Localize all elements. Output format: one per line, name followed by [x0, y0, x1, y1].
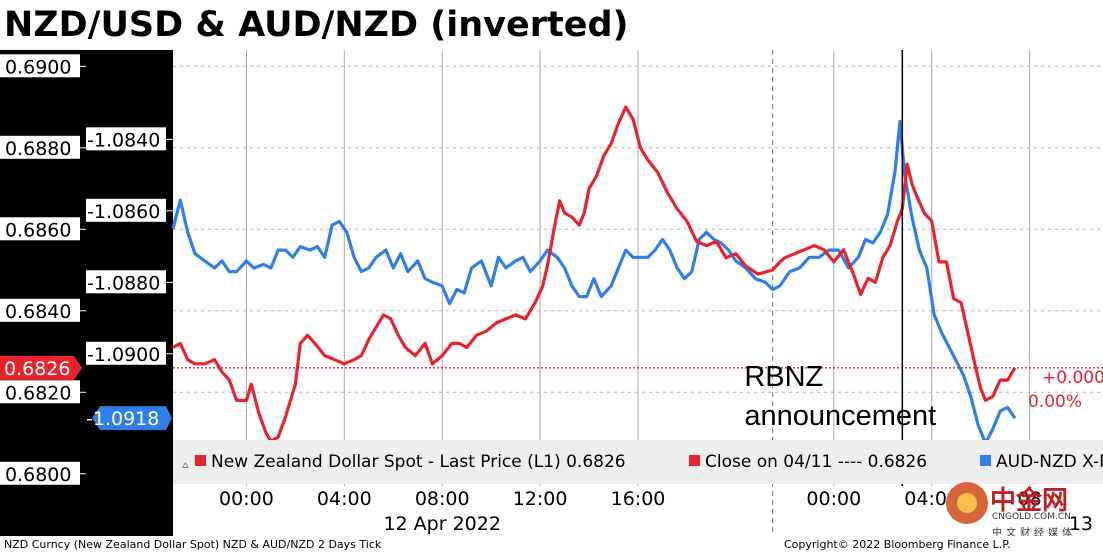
right-tick-label: -1.0860 — [87, 201, 160, 223]
change-annotation: +0.000 — [1042, 368, 1103, 388]
chart-title: NZD/USD & AUD/NZD (inverted) — [4, 5, 629, 45]
right-tick-label-bg — [86, 270, 166, 294]
legend-label: AUD-NZD X-R — [996, 452, 1103, 472]
left-current-badge — [0, 355, 82, 380]
left-tick-label: 0.6800 — [5, 464, 71, 486]
left-tick-label-bg — [0, 461, 80, 485]
annotations: RBNZ announcement +0.000 0.00% — [744, 50, 1103, 486]
x-tick-label: 08 — [1017, 488, 1041, 510]
legend-swatch — [195, 455, 206, 466]
right-current-label: -1.0918 — [86, 408, 159, 430]
watermark-main-text: 中金网 — [990, 486, 1069, 516]
right-tick-label: -1.0880 — [87, 272, 160, 294]
watermark-logo-icon — [946, 482, 988, 524]
x-tick-label: 04:00 — [317, 488, 372, 510]
rbnz-annotation-text: RBNZ — [744, 361, 823, 393]
x-tick-label: 00:00 — [219, 488, 274, 510]
left-current-label: 0.6826 — [4, 358, 70, 380]
left-tick-label-bg — [0, 380, 80, 404]
line-chart: RBNZ announcement +0.000 0.00% ⩟ New Zealand… — [0, 50, 1103, 536]
right-tick-label-bg — [86, 198, 166, 222]
left-tick-label-bg — [0, 54, 80, 78]
change-percent-annotation: 0.00% — [1028, 392, 1082, 412]
nzdusd-line — [172, 105, 1017, 443]
x-tick-label: 08:00 — [415, 488, 470, 510]
right-tick-label-bg — [86, 341, 166, 365]
left-tick-label: 0.6820 — [5, 382, 71, 404]
footer-copyright: Copyright© 2022 Bloomberg Finance L.P. — [784, 538, 1011, 551]
legend-band — [173, 440, 1103, 484]
legend: ⩟ New Zealand Dollar Spot - Last Price (L… — [173, 440, 1103, 484]
left-tick-label-bg — [0, 298, 80, 322]
corner-label: 13 — [1069, 513, 1093, 535]
announcement-annotation-text: announcement — [744, 400, 936, 432]
footer: NZD Curncy (New Zealand Dollar Spot) NZD… — [0, 536, 1103, 554]
left-tick-label: 0.6900 — [5, 56, 71, 78]
legend-label: New Zealand Dollar Spot - Last Price (L1… — [211, 452, 626, 472]
watermark: 中金网 CNGOLD.COM.CN 中文财经媒体 — [946, 480, 1103, 539]
right-tick-label: -1.0900 — [87, 344, 160, 366]
watermark-sub-text: 中文财经媒体 — [992, 528, 1076, 539]
left-tick-label: 0.6840 — [5, 301, 71, 323]
x-tick-label: 12:00 — [513, 488, 568, 510]
legend-swatch — [689, 455, 700, 466]
footer-source: NZD Curncy (New Zealand Dollar Spot) NZD… — [4, 538, 382, 551]
x-axis-date-label: 12 Apr 2022 — [383, 513, 500, 535]
series-lines — [171, 105, 1103, 445]
x-tick-label: 00:00 — [806, 488, 861, 510]
legend-label: Close on 04/11 ---- 0.6826 — [705, 452, 927, 472]
right-current-badge — [92, 406, 172, 431]
legend-swatch — [980, 455, 991, 466]
audnzd-line — [171, 119, 1017, 445]
axes: 0.6900 0.6880 0.6860 0.6840 0.6820 0.6800 -1.0… — [0, 54, 1093, 535]
x-tick-label: 16:00 — [611, 488, 666, 510]
x-tick-label: 04:00 — [904, 488, 959, 510]
right-tick-label-bg — [86, 127, 166, 151]
watermark-url-text: CNGOLD.COM.CN — [992, 512, 1071, 522]
left-tick-label-bg — [0, 217, 80, 241]
right-tick-label: -1.0840 — [87, 129, 160, 151]
legend-pin-icon: ⩟ — [182, 458, 189, 471]
left-tick-label-bg — [0, 135, 80, 159]
left-tick-label: 0.6880 — [5, 138, 71, 160]
left-tick-label: 0.6860 — [5, 219, 71, 241]
